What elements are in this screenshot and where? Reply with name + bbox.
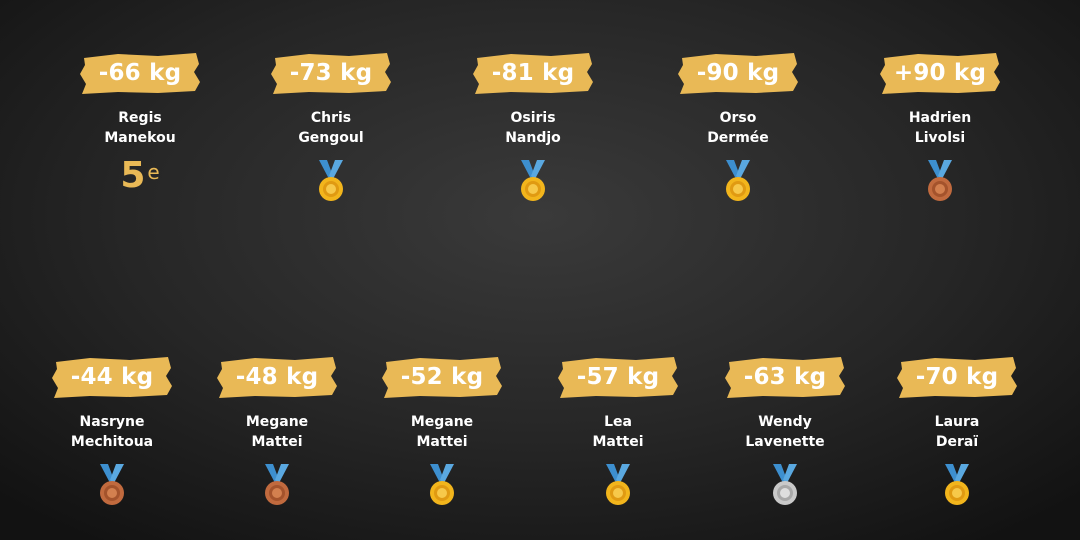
weight-category: -52 kg xyxy=(400,364,484,390)
weight-category: -63 kg xyxy=(743,364,827,390)
weight-tag: -48 kg xyxy=(215,354,339,400)
result-card-plus90kg: +90 kg Hadrien Livolsi xyxy=(865,50,1015,202)
athlete-name: Lea Mattei xyxy=(592,414,644,450)
weight-tag: -52 kg xyxy=(380,354,504,400)
weight-tag: +90 kg xyxy=(878,50,1002,96)
result-card-70kg: -70 kg Laura Deraï xyxy=(882,354,1032,506)
result-card-73kg: -73 kg Chris Gengoul xyxy=(256,50,406,202)
weight-tag: -70 kg xyxy=(895,354,1019,400)
gold-medal-icon xyxy=(726,160,750,201)
bronze-medal-icon xyxy=(100,464,124,505)
weight-category: -66 kg xyxy=(98,60,182,86)
weight-tag: -44 kg xyxy=(50,354,174,400)
athlete-name: Wendy Lavenette xyxy=(745,414,825,450)
weight-tag: -73 kg xyxy=(269,50,393,96)
result-card-57kg: -57 kg Lea Mattei xyxy=(543,354,693,506)
result-card-90kg: -90 kg Orso Dermée xyxy=(663,50,813,202)
result-card-81kg: -81 kg Osiris Nandjo xyxy=(458,50,608,202)
result-card-52kg: -52 kg Megane Mattei xyxy=(367,354,517,506)
weight-tag: -66 kg xyxy=(78,50,202,96)
bronze-medal-icon xyxy=(928,160,952,201)
weight-category: +90 kg xyxy=(893,60,987,86)
weight-tag: -90 kg xyxy=(676,50,800,96)
gold-medal-icon xyxy=(430,464,454,505)
weight-category: -81 kg xyxy=(491,60,575,86)
athlete-name: Chris Gengoul xyxy=(298,110,364,146)
weight-category: -90 kg xyxy=(696,60,780,86)
weight-tag: -63 kg xyxy=(723,354,847,400)
result-card-44kg: -44 kg Nasryne Mechitoua xyxy=(37,354,187,506)
weight-tag: -81 kg xyxy=(471,50,595,96)
weight-category: -48 kg xyxy=(235,364,319,390)
athlete-name: Megane Mattei xyxy=(410,414,474,450)
weight-category: -57 kg xyxy=(576,364,660,390)
gold-medal-icon xyxy=(945,464,969,505)
result-card-63kg: -63 kg Wendy Lavenette xyxy=(710,354,860,506)
athlete-name: Orso Dermée xyxy=(707,110,769,146)
weight-category: -44 kg xyxy=(70,364,154,390)
athlete-name: Megane Mattei xyxy=(245,414,309,450)
athlete-name: Hadrien Livolsi xyxy=(908,110,972,146)
athlete-name: Osiris Nandjo xyxy=(505,110,561,146)
gold-medal-icon xyxy=(521,160,545,201)
weight-category: -73 kg xyxy=(289,60,373,86)
gold-medal-icon xyxy=(606,464,630,505)
athlete-name: Laura Deraï xyxy=(934,414,980,450)
athlete-name: Regis Manekou xyxy=(104,110,176,146)
weight-tag: -57 kg xyxy=(556,354,680,400)
bronze-medal-icon xyxy=(265,464,289,505)
result-card-48kg: -48 kg Megane Mattei xyxy=(202,354,352,506)
silver-medal-icon xyxy=(773,464,797,505)
gold-medal-icon xyxy=(319,160,343,201)
weight-category: -70 kg xyxy=(915,364,999,390)
athlete-name: Nasryne Mechitoua xyxy=(70,414,154,450)
